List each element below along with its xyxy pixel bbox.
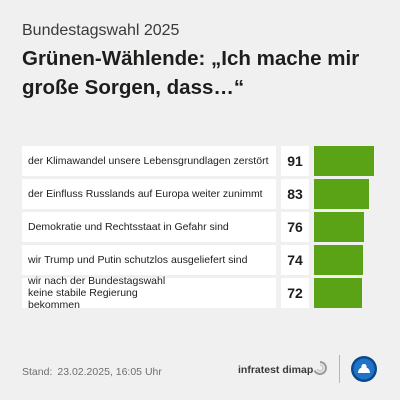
chart-row: der Einfluss Russlands auf Europa weiter…: [22, 179, 380, 209]
stand-label: Stand:: [22, 366, 53, 378]
chart-row: wir Trump und Putin schutzlos ausgeliefe…: [22, 245, 380, 275]
chart-row: der Klimawandel unsere Lebensgrundlagen …: [22, 146, 380, 176]
bar: [314, 278, 362, 308]
bar-chart: der Klimawandel unsere Lebensgrundlagen …: [22, 146, 380, 311]
bar: [314, 179, 369, 209]
category-label: der Einfluss Russlands auf Europa weiter…: [22, 179, 276, 209]
value-label: 74: [281, 245, 309, 275]
kicker: Bundestagswahl 2025: [22, 22, 180, 39]
infratest-dimap-logo-icon: [313, 361, 327, 375]
value-label: 91: [281, 146, 309, 176]
source-name: infratest dimap: [238, 364, 314, 376]
value-label: 76: [281, 212, 309, 242]
category-label: wir Trump und Putin schutzlos ausgeliefe…: [22, 245, 276, 275]
chart-title: Grünen-Wählende: „Ich mache mir große So…: [22, 47, 360, 99]
ard-logo-icon: [351, 356, 377, 382]
bar: [314, 146, 375, 176]
stand-value: 23.02.2025, 16:05 Uhr: [57, 366, 162, 378]
value-label: 72: [281, 278, 309, 308]
value-label: 83: [281, 179, 309, 209]
category-label: der Klimawandel unsere Lebensgrundlagen …: [22, 146, 276, 176]
category-label: wir nach der Bundestagswahl keine stabil…: [22, 275, 276, 311]
chart-row: Demokratie und Rechtsstaat in Gefahr sin…: [22, 212, 380, 242]
chart-row: wir nach der Bundestagswahl keine stabil…: [22, 275, 380, 311]
category-label: Demokratie und Rechtsstaat in Gefahr sin…: [22, 212, 276, 242]
footer-timestamp: Stand: 23.02.2025, 16:05 Uhr: [22, 366, 162, 378]
footer-divider: [339, 355, 340, 383]
bar: [314, 212, 365, 242]
bar: [314, 245, 363, 275]
